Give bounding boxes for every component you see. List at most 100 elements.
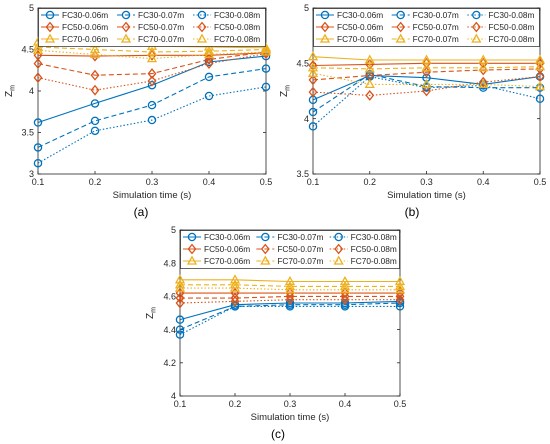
series-line (37, 49, 267, 60)
x-tick-label: 0.5 (394, 399, 407, 409)
y-tick-label: 4.2 (163, 358, 176, 368)
legend-marker (396, 10, 405, 20)
data-point (340, 290, 350, 302)
x-tick-label: 0.2 (89, 177, 102, 187)
y-tick-label: 4.8 (163, 258, 176, 268)
legend-label: FC30-0.08m (214, 10, 260, 20)
legend-marker (45, 21, 55, 33)
chart-panel-3: 0.1 0.2 0.3 0.4 0.5 4 4.2 4.4 4.6 4.8 5 Simulation … (145, 225, 406, 441)
data-point (32, 44, 44, 54)
legend-marker (187, 243, 197, 255)
series-line (37, 51, 267, 76)
data-point (535, 71, 545, 83)
legend-label: FC70-0.07m (413, 34, 459, 44)
data-point (308, 107, 318, 117)
series-line (180, 284, 400, 287)
legend-label: FC70-0.08m (351, 256, 397, 266)
legend-marker (197, 10, 207, 20)
data-point (33, 118, 43, 127)
legend-label: FC30-0.08m (351, 232, 397, 242)
legend-marker (320, 10, 330, 20)
y-axis-label: Zm (145, 307, 158, 319)
data-point (146, 53, 158, 63)
legend-marker (121, 21, 131, 33)
data-point (308, 122, 318, 131)
series-fc30-0-07m (33, 64, 271, 152)
data-point (421, 62, 432, 72)
x-tick-label: 0.4 (339, 399, 352, 409)
legend-box (38, 8, 266, 47)
legend-label: FC30-0.07m (277, 232, 323, 242)
y-tick-label: 4.4 (163, 325, 176, 335)
data-point (340, 302, 350, 311)
x-tick-label: 0.4 (477, 177, 490, 187)
legend-label: FC50-0.08m (351, 244, 397, 254)
data-point (478, 78, 489, 89)
legend-marker (186, 255, 198, 265)
data-point (90, 99, 100, 108)
legend-label: FC50-0.08m (214, 22, 260, 32)
series-line (37, 68, 267, 148)
legend-label: FC70-0.08m (488, 34, 534, 44)
legend-marker (45, 10, 55, 20)
legend-label: FC50-0.08m (488, 22, 534, 32)
data-point (260, 42, 272, 52)
series-fc50-0-08m (308, 71, 545, 101)
data-point (395, 294, 405, 306)
x-tick-label: 0.1 (307, 177, 320, 187)
data-point (147, 49, 157, 61)
legend-marker (334, 232, 343, 242)
legend: FC30-0.06m FC30-0.07m FC30-0.08m FC50-0.06m… (180, 230, 400, 269)
legend-marker (319, 33, 331, 43)
data-point (339, 284, 351, 294)
x-tick-label: 0.5 (260, 177, 273, 187)
legend-label: FC50-0.07m (413, 22, 459, 32)
data-point (230, 295, 240, 307)
legend-label: FC70-0.07m (277, 256, 323, 266)
series-line (312, 72, 541, 88)
data-point (174, 282, 186, 292)
data-point (229, 282, 241, 292)
legend-marker (260, 243, 270, 255)
series-line (312, 66, 541, 70)
legend-label: FC70-0.06m (62, 34, 108, 44)
data-point (395, 290, 405, 302)
y-axis-label: Zm (279, 85, 292, 97)
legend-label: FC70-0.06m (337, 34, 383, 44)
data-point (260, 46, 272, 56)
data-point (147, 115, 157, 125)
legend-marker (334, 243, 344, 255)
series-fc70-0-08m (32, 44, 272, 63)
data-point (478, 76, 488, 88)
series-line (179, 299, 400, 304)
y-tick-label: 3.5 (296, 169, 309, 179)
data-point (285, 302, 295, 311)
data-point (421, 78, 432, 89)
data-point (204, 58, 214, 70)
data-point (203, 45, 215, 55)
data-point (261, 82, 271, 92)
data-point (90, 126, 100, 136)
series-line (179, 305, 400, 336)
data-point (175, 315, 185, 324)
y-tick-label: 4.5 (21, 45, 34, 55)
legend-marker (261, 232, 270, 242)
data-point (478, 62, 489, 72)
data-point (204, 72, 214, 82)
legend-box (313, 8, 540, 47)
y-tick-label: 4 (29, 86, 34, 96)
data-point (204, 91, 214, 101)
legend-label: FC30-0.08m (488, 10, 534, 20)
panel-label: (a) (134, 205, 149, 219)
y-tick-label: 4.6 (163, 292, 176, 302)
data-point (364, 63, 375, 73)
legend-label: FC70-0.06m (204, 256, 250, 266)
series-fc70-0-08m (174, 282, 406, 294)
y-tick-label: 3.5 (21, 128, 34, 138)
legend-marker (471, 33, 482, 43)
y-tick-label: 5 (171, 225, 176, 235)
legend-label: FC30-0.06m (337, 10, 383, 20)
data-point (203, 48, 215, 59)
legend-label: FC30-0.06m (204, 232, 250, 242)
